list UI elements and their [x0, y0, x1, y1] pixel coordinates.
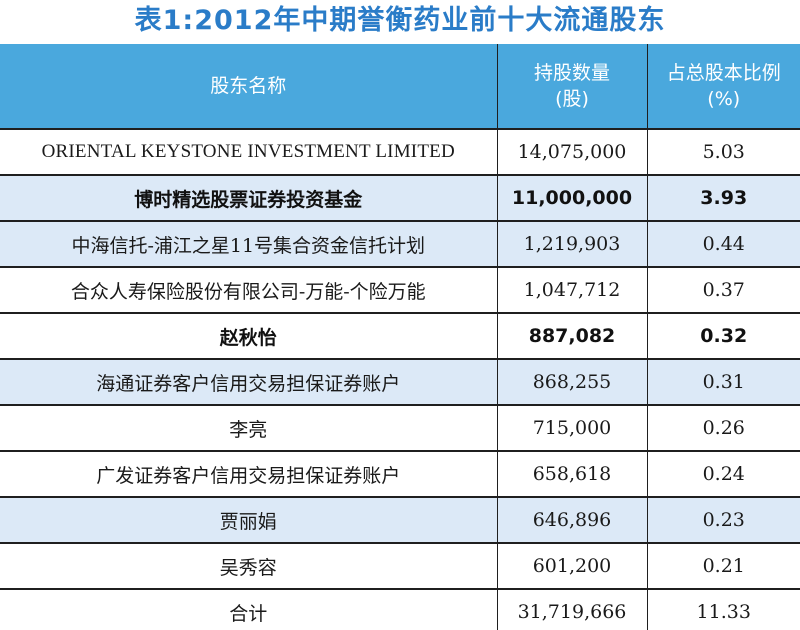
ratio-cell: 3.93	[647, 175, 800, 222]
total-shares-cell: 31,719,666	[497, 589, 648, 630]
shareholder-name-cell: 博时精选股票证券投资基金	[0, 175, 498, 222]
header-shares-label: 持股数量	[533, 62, 610, 84]
shares-cell: 601,200	[497, 543, 648, 590]
shares-cell: 715,000	[497, 405, 648, 452]
table-row: 李亮 715,000 0.26	[0, 405, 800, 452]
table-header-row: 股东名称 持股数量 (股) 占总股本比例 (%)	[0, 44, 800, 130]
shareholder-name-cell: ORIENTAL KEYSTONE INVESTMENT LIMITED	[0, 129, 498, 176]
shareholder-name-cell: 赵秋怡	[0, 313, 498, 360]
ratio-cell: 0.24	[647, 451, 800, 498]
ratio-cell: 0.31	[647, 359, 800, 406]
table-title: 表1:2012年中期誉衡药业前十大流通股东	[134, 5, 666, 36]
shareholder-name-cell: 贾丽娟	[0, 497, 498, 544]
shareholder-name-cell: 广发证券客户信用交易担保证券账户	[0, 451, 498, 498]
header-shares: 持股数量 (股)	[497, 44, 648, 130]
shareholder-name-cell: 吴秀容	[0, 543, 498, 590]
header-ratio-label: 占总股本比例	[666, 62, 781, 84]
shareholder-table: 股东名称 持股数量 (股) 占总股本比例 (%) ORIENTAL KEYSTO…	[0, 44, 800, 630]
table-row: 贾丽娟 646,896 0.23	[0, 497, 800, 544]
header-shareholder-name: 股东名称	[0, 44, 498, 130]
header-ratio-unit: (%)	[707, 88, 741, 110]
table-row: 吴秀容 601,200 0.21	[0, 543, 800, 590]
ratio-cell: 0.26	[647, 405, 800, 452]
shares-cell: 868,255	[497, 359, 648, 406]
table-row: 赵秋怡 887,082 0.32	[0, 313, 800, 360]
table-total-row: 合计 31,719,666 11.33	[0, 589, 800, 630]
table-row: 博时精选股票证券投资基金 11,000,000 3.93	[0, 175, 800, 222]
shares-cell: 658,618	[497, 451, 648, 498]
shares-cell: 887,082	[497, 313, 648, 360]
shareholder-name-cell: 海通证券客户信用交易担保证券账户	[0, 359, 498, 406]
table-row: 中海信托-浦江之星11号集合资金信托计划 1,219,903 0.44	[0, 221, 800, 268]
header-shares-unit: (股)	[555, 88, 589, 110]
shares-cell: 1,219,903	[497, 221, 648, 268]
shares-cell: 1,047,712	[497, 267, 648, 314]
ratio-cell: 0.23	[647, 497, 800, 544]
ratio-cell: 0.37	[647, 267, 800, 314]
total-ratio-cell: 11.33	[696, 601, 751, 623]
table-row: 广发证券客户信用交易担保证券账户 658,618 0.24	[0, 451, 800, 498]
shares-cell: 11,000,000	[497, 175, 648, 222]
shareholder-name-cell: 中海信托-浦江之星11号集合资金信托计划	[0, 221, 498, 268]
ratio-cell: 0.21	[647, 543, 800, 590]
shareholder-name-cell: 李亮	[0, 405, 498, 452]
shares-cell: 646,896	[497, 497, 648, 544]
ratio-cell: 0.44	[647, 221, 800, 268]
table-row: 海通证券客户信用交易担保证券账户 868,255 0.31	[0, 359, 800, 406]
header-ratio: 占总股本比例 (%)	[647, 44, 800, 130]
shareholder-name-cell: 合众人寿保险股份有限公司-万能-个险万能	[0, 267, 498, 314]
ratio-cell: 5.03	[647, 129, 800, 176]
total-label-cell: 合计	[0, 589, 498, 630]
shares-cell: 14,075,000	[497, 129, 648, 176]
table-row: ORIENTAL KEYSTONE INVESTMENT LIMITED 14,…	[0, 129, 800, 176]
ratio-cell: 0.32	[647, 313, 800, 360]
table-row: 合众人寿保险股份有限公司-万能-个险万能 1,047,712 0.37	[0, 267, 800, 314]
